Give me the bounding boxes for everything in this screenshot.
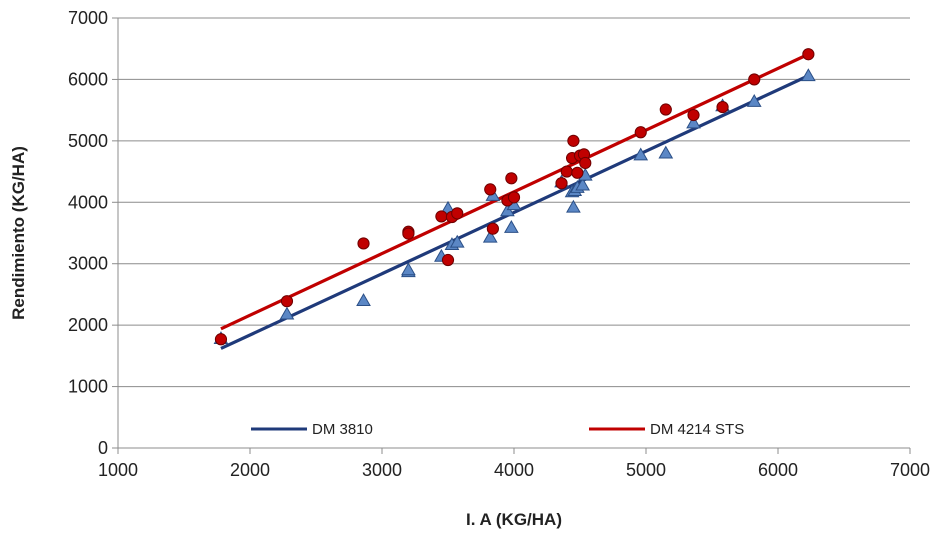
point-dm-3810-16 — [566, 199, 581, 213]
point-dm-3810-9 — [482, 229, 498, 243]
y-tick-label-3000: 3000 — [68, 254, 108, 274]
x-tick-label-5000: 5000 — [626, 460, 666, 480]
y-tick-label-4000: 4000 — [68, 192, 108, 212]
point-dm-3810-12 — [503, 219, 519, 233]
legend: DM 3810 DM 4214 STS — [251, 421, 744, 438]
point-dm-4214-sts-27 — [802, 48, 815, 61]
point-dm-4214-sts-25 — [716, 100, 729, 114]
point-dm-4214-sts-4 — [402, 227, 415, 240]
x-tick-label-6000: 6000 — [758, 460, 798, 480]
axes — [112, 17, 911, 454]
y-tick-label-7000: 7000 — [68, 8, 108, 28]
point-dm-4214-sts-9 — [484, 183, 497, 196]
legend-item-dm-4214-sts: DM 4214 STS — [589, 421, 744, 438]
x-tick-label-2000: 2000 — [230, 460, 270, 480]
point-dm-4214-sts-0 — [214, 333, 228, 346]
legend-label-dm-4214-sts: DM 4214 STS — [650, 421, 744, 438]
point-dm-4214-sts-14 — [555, 177, 568, 190]
point-dm-3810-4 — [401, 262, 416, 276]
point-dm-3810-26 — [800, 68, 816, 82]
x-axis-title: I. A (KG/HA) — [466, 510, 562, 529]
legend-label-dm-3810: DM 3810 — [312, 421, 373, 438]
point-dm-4214-sts-24 — [687, 108, 700, 122]
y-tick-label-5000: 5000 — [68, 131, 108, 151]
trendline-dm-3810 — [220, 74, 810, 350]
legend-item-dm-3810: DM 3810 — [251, 421, 373, 438]
point-dm-4214-sts-17 — [567, 134, 580, 147]
x-tick-label-1000: 1000 — [98, 460, 138, 480]
point-dm-4214-sts-2 — [357, 237, 370, 250]
point-dm-3810-19 — [575, 177, 591, 191]
point-dm-4214-sts-23 — [659, 103, 672, 116]
point-dm-4214-sts-10 — [486, 222, 499, 235]
data-points — [213, 48, 816, 346]
x-tick-label-7000: 7000 — [890, 460, 930, 480]
point-dm-4214-sts-15 — [560, 165, 573, 178]
x-tick-label-4000: 4000 — [494, 460, 534, 480]
y-tick-label-1000: 1000 — [68, 377, 108, 397]
y-tick-label-0: 0 — [98, 438, 108, 458]
point-dm-4214-sts-1 — [280, 295, 294, 308]
point-dm-3810-2 — [356, 293, 371, 306]
point-dm-4214-sts-13 — [507, 191, 521, 204]
x-tick-label-3000: 3000 — [362, 460, 402, 480]
point-dm-3810-22 — [658, 145, 674, 159]
point-dm-4214-sts-22 — [634, 126, 647, 139]
point-dm-4214-sts-18 — [571, 166, 584, 179]
point-dm-4214-sts-21 — [579, 156, 592, 170]
point-dm-3810-23 — [686, 115, 701, 129]
y-tick-label-6000: 6000 — [68, 69, 108, 89]
point-dm-4214-sts-5 — [435, 210, 448, 223]
y-axis-title: Rendimiento (KG/HA) — [9, 146, 28, 320]
point-dm-4214-sts-26 — [748, 73, 761, 86]
point-dm-3810-25 — [746, 94, 762, 107]
point-dm-3810-21 — [633, 147, 649, 161]
point-dm-4214-sts-6 — [441, 253, 455, 267]
grid-lines — [118, 17, 910, 388]
y-tick-label-2000: 2000 — [68, 315, 108, 335]
point-dm-3810-1 — [279, 306, 295, 320]
point-dm-4214-sts-8 — [451, 207, 464, 220]
point-dm-3810-8 — [449, 234, 465, 248]
point-dm-4214-sts-12 — [505, 172, 518, 185]
